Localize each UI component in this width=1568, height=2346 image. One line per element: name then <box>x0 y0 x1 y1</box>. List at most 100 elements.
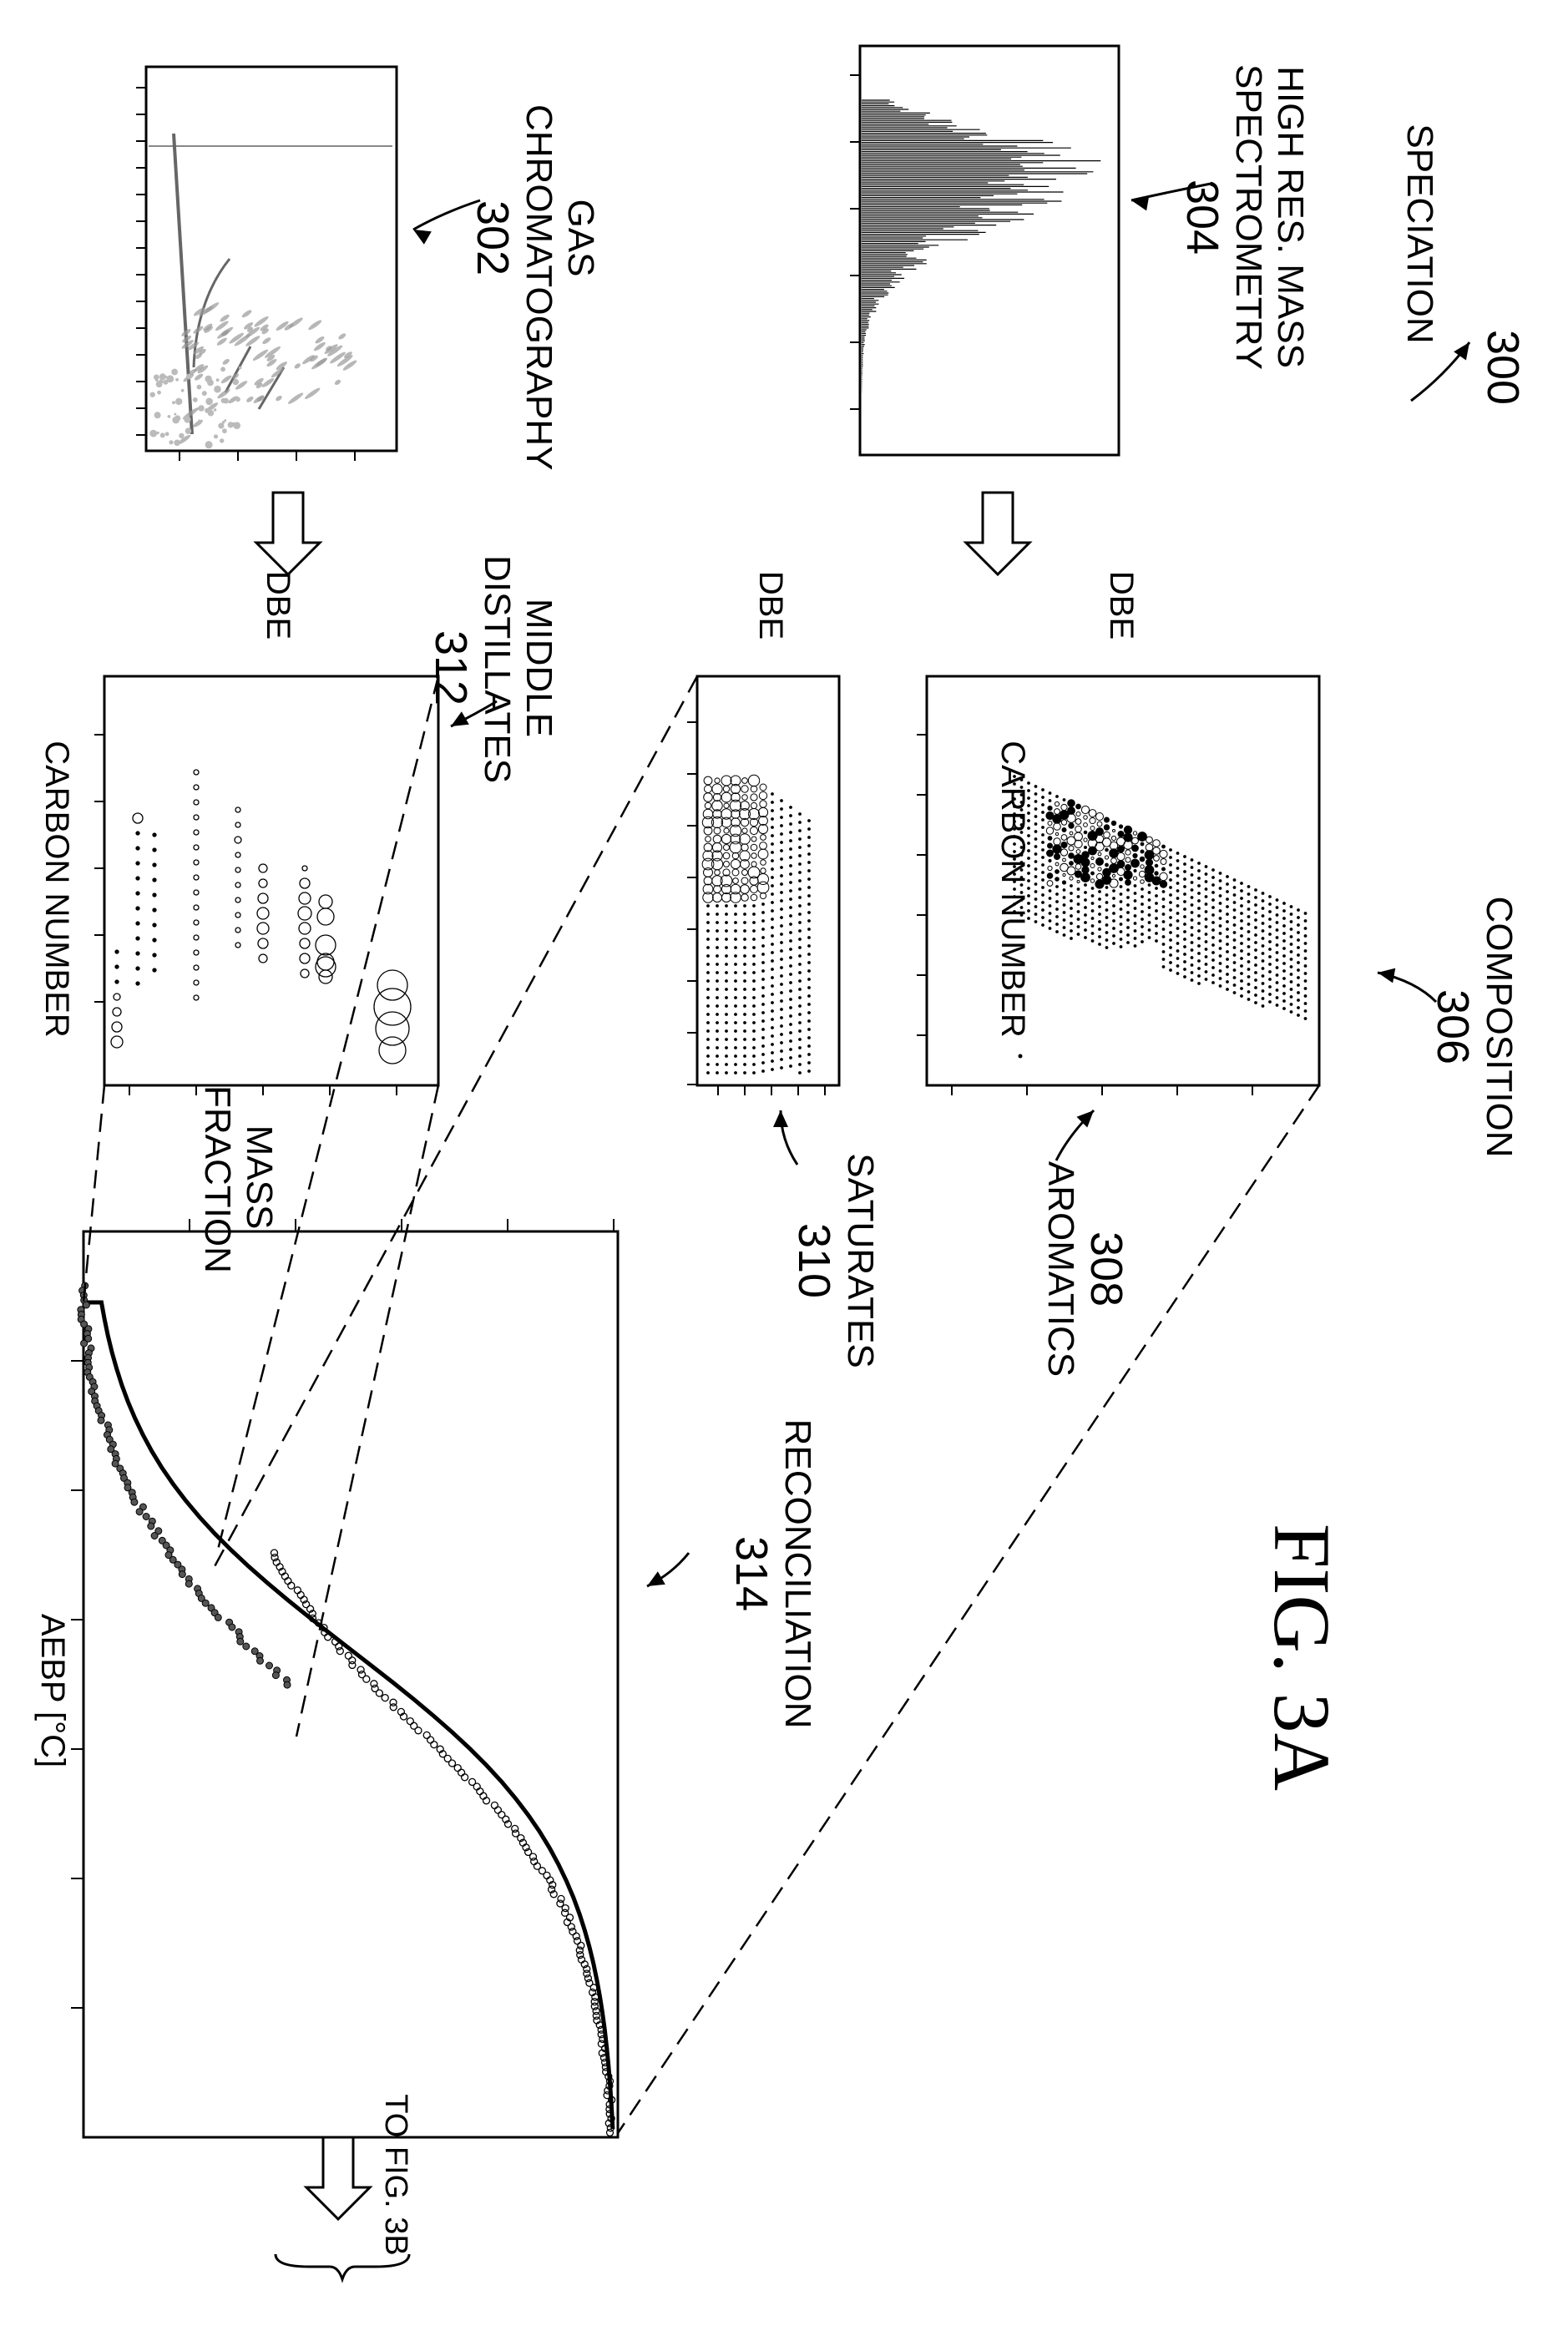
gc-spot <box>220 314 230 322</box>
aromatics-point <box>1116 852 1125 862</box>
saturates-point <box>725 938 728 941</box>
gc-spot <box>215 378 220 382</box>
aromatics-point <box>1282 947 1286 950</box>
aromatics-point <box>1141 903 1144 906</box>
aromatics-point <box>1275 898 1279 902</box>
middle-distillates-point <box>193 919 200 926</box>
saturates-point <box>743 913 746 916</box>
aromatics-point <box>1232 908 1237 912</box>
aromatics-point <box>1176 964 1180 968</box>
aromatics-point <box>1197 929 1201 933</box>
middle-distillates-point <box>235 882 241 888</box>
gc-spot <box>220 367 225 372</box>
aromatics-point <box>1303 1002 1308 1005</box>
aromatics-point <box>1155 894 1158 897</box>
measured-point <box>524 1848 533 1857</box>
aromatics-point <box>1197 907 1201 910</box>
saturates-point <box>725 988 728 991</box>
aromatics-point <box>1119 885 1123 888</box>
aromatics-point <box>1112 889 1115 892</box>
predicted-point <box>283 1681 291 1689</box>
aromatics-point <box>1303 927 1308 930</box>
aromatics-point <box>1153 855 1160 862</box>
saturates-point <box>807 861 811 864</box>
predicted-point <box>228 1623 236 1631</box>
aromatics-point <box>1034 875 1038 878</box>
aromatics-point <box>1076 910 1080 913</box>
middle-distillates-point <box>193 904 200 911</box>
aromatics-point <box>1047 821 1053 826</box>
aromatics-point <box>1275 988 1279 992</box>
saturates-point <box>780 832 783 836</box>
middle-distillates-point <box>135 951 140 956</box>
gc-spot <box>221 330 230 336</box>
middle-distillates-point <box>377 969 408 1001</box>
aromatics-point <box>1197 944 1201 948</box>
aromatics-point <box>1089 817 1096 825</box>
middle-distillates-point <box>152 923 157 928</box>
aromatics-point <box>1133 884 1137 887</box>
measured-point <box>598 2049 606 2057</box>
measured-point <box>547 1885 556 1893</box>
aromatics-point <box>1211 943 1215 947</box>
aromatics-point <box>1297 999 1300 1002</box>
aromatics-point <box>1161 950 1166 953</box>
aromatics-point <box>1019 778 1024 781</box>
saturates-point <box>761 911 765 914</box>
gc-spot <box>181 340 194 349</box>
aromatics-point <box>1183 953 1186 956</box>
saturates-point <box>771 1001 774 1004</box>
aromatics-point <box>1141 918 1144 921</box>
predicted-point <box>84 1334 93 1342</box>
aromatics-point <box>1183 938 1186 941</box>
aromatics-point <box>1226 980 1229 983</box>
aromatics-point <box>1090 917 1095 920</box>
aromatics-point <box>1240 949 1243 953</box>
aromatics-point <box>1013 835 1016 838</box>
aromatics-point <box>1197 982 1201 985</box>
saturates-point <box>711 816 724 829</box>
aromatics-point <box>1141 887 1144 891</box>
saturates-point <box>752 988 756 991</box>
gc-spot <box>166 375 175 383</box>
middle-distillates-point <box>152 877 157 882</box>
saturates-point <box>798 963 802 966</box>
aromatics-point <box>1261 1004 1265 1008</box>
aromatics-point <box>1095 879 1105 889</box>
aromatics-point <box>1055 877 1060 882</box>
measured-point <box>549 1890 558 1899</box>
aromatics-point <box>1226 965 1229 968</box>
saturates-point <box>751 852 757 859</box>
gc-spot <box>227 422 234 428</box>
saturates-point <box>780 1058 783 1061</box>
aromatics-point <box>1090 887 1095 890</box>
gc-label: GAS CHROMATOGRAPHY 302 <box>468 104 601 471</box>
gc-spot <box>185 373 192 380</box>
aromatics-point <box>1117 845 1125 853</box>
saturates-point <box>716 971 719 974</box>
aromatics-point <box>1183 855 1186 858</box>
gc-band <box>257 367 286 410</box>
aromatics-point <box>1141 895 1144 898</box>
aromatics-point <box>1034 815 1038 818</box>
measured-point <box>605 2105 614 2114</box>
saturates-point <box>702 883 714 895</box>
aromatics-point <box>1074 870 1083 878</box>
aromatics-point <box>1027 894 1030 897</box>
aromatics-point <box>1297 961 1300 964</box>
aromatics-point <box>1226 973 1229 976</box>
gc-spot <box>252 349 269 361</box>
aromatics-point <box>1240 919 1243 923</box>
aromatics-point <box>1019 868 1024 872</box>
aromatics-point <box>1275 981 1279 984</box>
saturates-point <box>743 979 746 983</box>
aromatics-point <box>1297 976 1300 979</box>
saturates-point <box>780 1041 783 1044</box>
saturates-point <box>716 1038 719 1041</box>
aromatics-point <box>1047 842 1053 849</box>
aromatics-point <box>1041 788 1044 791</box>
aromatics-point <box>1211 876 1215 879</box>
hrms-spectrum <box>862 99 1101 393</box>
measured-point <box>468 1777 477 1787</box>
aromatics-point <box>1034 830 1038 833</box>
